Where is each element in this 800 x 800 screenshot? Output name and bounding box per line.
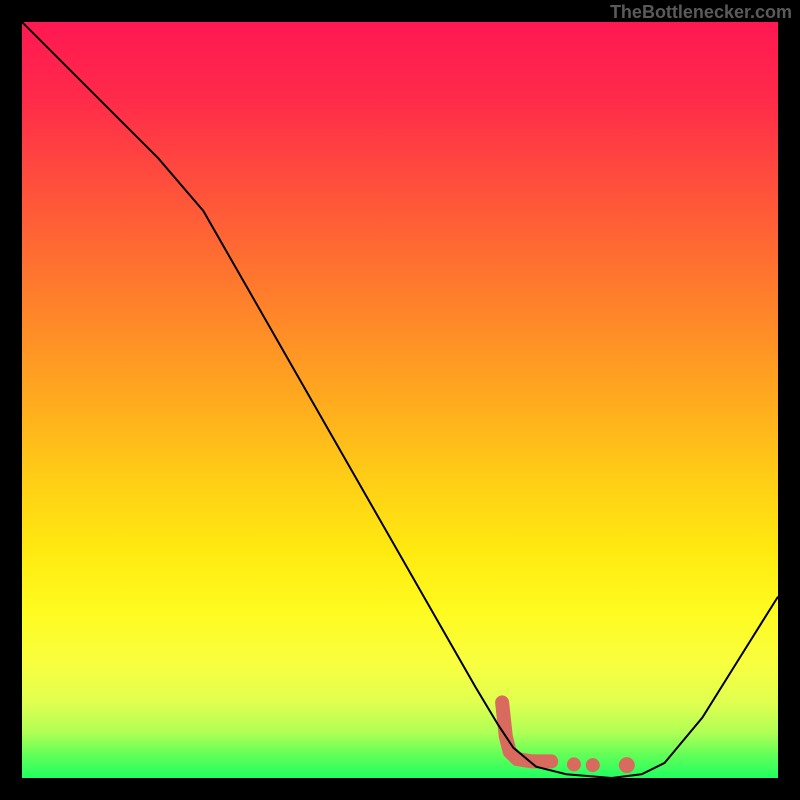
bottleneck-curve xyxy=(22,22,778,778)
watermark-text: TheBottlenecker.com xyxy=(610,2,792,23)
curve-overlay xyxy=(22,22,778,778)
data-markers xyxy=(502,702,635,773)
chart-container: TheBottlenecker.com xyxy=(0,0,800,800)
plot-area xyxy=(22,22,778,778)
